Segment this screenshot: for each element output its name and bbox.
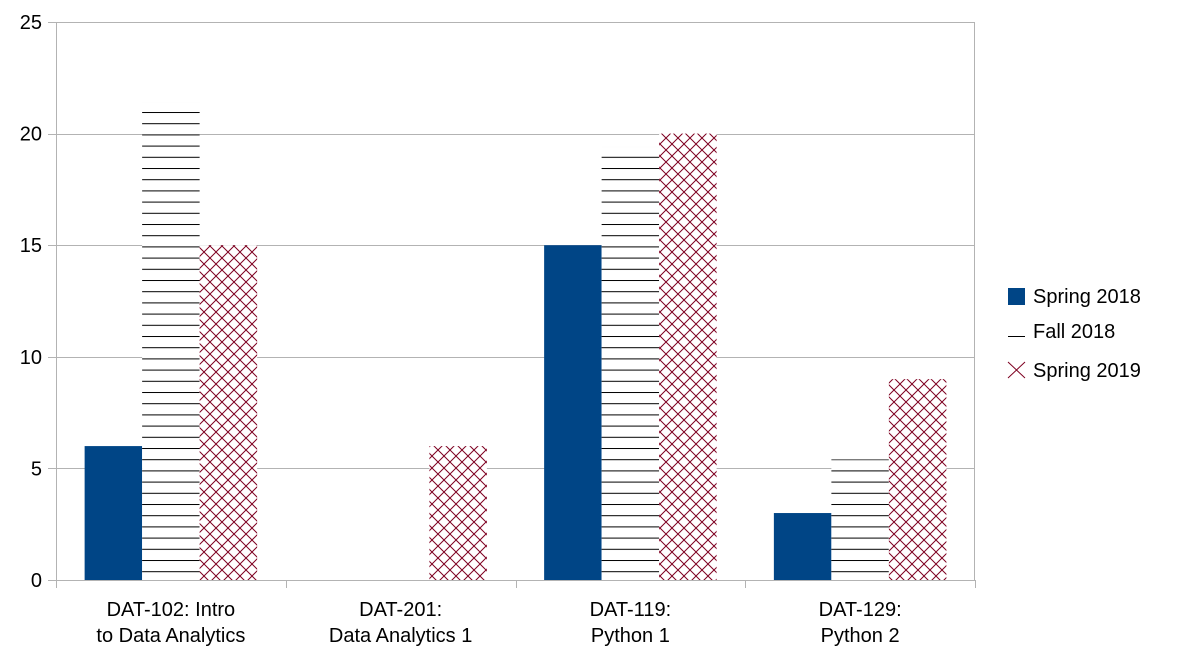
- category-label: DAT-129: Python 2: [819, 599, 902, 647]
- category-label: DAT-102: Intro to Data Analytics: [96, 599, 245, 647]
- category-label: DAT-201: Data Analytics 1: [329, 599, 472, 647]
- legend-item: Fall 2018: [1008, 321, 1115, 343]
- legend-swatch: [1007, 361, 1026, 379]
- y-tick-labels: 0 5 10 15 20 25: [20, 12, 42, 592]
- bar-spring-2018: [84, 446, 143, 580]
- category-label: DAT-119: Python 1: [590, 599, 672, 647]
- bar-spring-2018: [544, 245, 602, 580]
- axes: [48, 22, 976, 588]
- y-tick-label: 5: [31, 458, 42, 480]
- bar-spring-2019: [429, 446, 487, 580]
- legend-label: Spring 2019: [1033, 360, 1141, 382]
- legend-item: Spring 2019: [1007, 360, 1141, 382]
- bar-spring-2019: [199, 245, 258, 580]
- bar-spring-2018: [773, 513, 832, 580]
- y-tick-label: 10: [20, 347, 42, 369]
- bar-spring-2019: [888, 379, 947, 580]
- legend: Spring 2018 Fall 2018 Spring 2019: [1007, 286, 1141, 382]
- legend-item: Spring 2018: [1008, 286, 1141, 308]
- legend-label: Spring 2018: [1033, 286, 1141, 308]
- legend-swatch: [1008, 288, 1025, 305]
- bar-fall-2018: [142, 102, 200, 581]
- y-tick-label: 25: [20, 12, 42, 34]
- bar-fall-2018: [601, 146, 660, 580]
- bar-spring-2019: [659, 133, 717, 580]
- y-tick-label: 15: [20, 235, 42, 257]
- bars: [84, 102, 947, 581]
- category-labels: DAT-102: Intro to Data Analytics DAT-201: D…: [96, 599, 901, 647]
- y-tick-label: 20: [20, 124, 42, 146]
- legend-label: Fall 2018: [1033, 321, 1115, 343]
- bar-fall-2018: [831, 459, 889, 580]
- y-tick-label: 0: [31, 570, 42, 592]
